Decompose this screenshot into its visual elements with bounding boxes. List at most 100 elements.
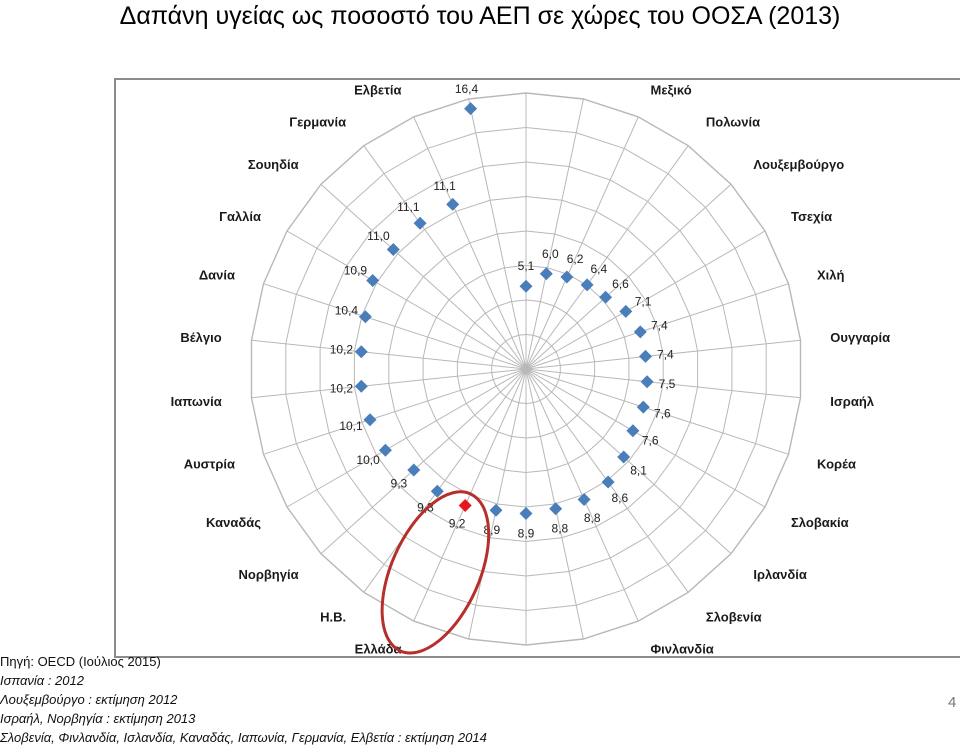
category-label: Ουγγαρία <box>830 330 890 345</box>
grid-spoke <box>286 230 527 370</box>
category-label: Πολωνία <box>706 114 760 129</box>
note-line: Ισραήλ, Νορβηγία : εκτίμηση 2013 <box>0 711 196 726</box>
data-label: 7,5 <box>659 377 676 391</box>
page-number: 4 <box>948 694 957 711</box>
grid-spoke <box>525 116 639 370</box>
category-label: Βέλγιο <box>180 330 221 345</box>
category-label: Χιλή <box>817 267 845 282</box>
category-label: Ισραήλ <box>830 394 874 409</box>
category-label: Γαλλία <box>219 209 261 224</box>
data-label: 9,2 <box>449 517 466 531</box>
category-label: Η.Β. <box>320 610 346 625</box>
data-point <box>386 243 400 256</box>
data-point <box>580 278 594 292</box>
note-line: Ισπανία : 2012 <box>0 673 84 688</box>
category-label: Ελβετία <box>354 83 401 98</box>
data-point <box>633 325 647 339</box>
data-point <box>560 270 574 284</box>
grid-spoke <box>320 183 527 370</box>
data-label: 5,1 <box>518 259 535 273</box>
grid-spoke <box>468 368 527 640</box>
data-point <box>489 503 503 517</box>
data-point <box>519 279 533 293</box>
grid-spoke <box>468 98 527 370</box>
grid-spoke <box>525 145 689 370</box>
radar-chart: ΤουρκίαΕσθονίαΜεξικόΠολωνίαΛουξεμβούργοΤ… <box>114 78 960 658</box>
data-point <box>378 443 392 457</box>
category-label: Δανία <box>199 267 235 282</box>
data-label: 8,8 <box>584 511 601 525</box>
data-point <box>619 304 633 318</box>
data-label: 10,2 <box>330 381 354 395</box>
data-label: 10,2 <box>330 343 354 357</box>
data-point <box>366 274 380 287</box>
grid-spoke <box>263 283 527 370</box>
category-label: Ιαπωνία <box>171 394 222 409</box>
data-point <box>358 310 372 324</box>
data-point <box>413 216 427 230</box>
data-point <box>354 345 368 359</box>
note-line: Σλοβενία, Φινλανδία, Ισλανδία, Καναδάς, … <box>0 730 487 745</box>
data-point <box>549 502 563 516</box>
data-label: 6,2 <box>567 252 584 266</box>
data-point <box>599 290 613 304</box>
data-label: 7,6 <box>654 406 671 420</box>
category-label: Σλοβενία <box>706 610 762 625</box>
grid-spoke <box>413 116 527 370</box>
data-label: 10,4 <box>335 304 359 318</box>
data-label: 10,1 <box>339 419 363 433</box>
data-point <box>354 379 368 393</box>
data-label: 11,0 <box>367 229 390 243</box>
highlight-point <box>458 499 472 512</box>
grid-spoke <box>525 368 801 399</box>
data-label: 10,0 <box>356 453 380 467</box>
slide-title: Δαπάνη υγείας ως ποσοστό του ΑΕΠ σε χώρε… <box>119 2 841 30</box>
data-point <box>577 493 591 506</box>
category-label: Κορέα <box>817 457 856 472</box>
grid-spoke <box>286 368 527 508</box>
data-point <box>464 102 478 116</box>
grid-spoke <box>263 368 527 455</box>
category-label: Γερμανία <box>289 114 346 129</box>
grid-spoke <box>525 183 732 370</box>
data-label: 10,9 <box>344 264 368 278</box>
note-line: Λουξεμβούργο : εκτίμηση 2012 <box>0 692 178 707</box>
data-label: 8,6 <box>611 491 628 505</box>
grid-spoke <box>525 368 766 508</box>
data-point <box>430 484 444 498</box>
data-label: 8,9 <box>518 527 535 541</box>
category-label: Φινλανδία <box>651 642 714 657</box>
data-point <box>539 267 553 281</box>
category-label: Ιρλανδία <box>753 567 806 582</box>
data-label: 7,1 <box>635 294 652 308</box>
grid-spoke <box>525 230 766 370</box>
data-label: 11,1 <box>397 200 420 214</box>
category-label: Νορβηγία <box>239 567 299 582</box>
grid-spoke <box>251 339 527 370</box>
grid-spoke <box>525 283 789 370</box>
data-point <box>640 375 654 389</box>
data-point <box>446 197 460 211</box>
data-label: 6,6 <box>612 277 629 291</box>
grid-spoke <box>320 368 527 555</box>
data-point <box>363 413 377 427</box>
category-label: Σλοβακία <box>791 515 849 530</box>
category-label: Ελλάδα <box>355 642 402 657</box>
category-label: Τσεχία <box>791 209 832 224</box>
data-label: 7,6 <box>642 434 659 448</box>
data-label: 6,0 <box>542 247 559 261</box>
data-label: 7,4 <box>651 319 668 333</box>
data-point <box>636 400 650 414</box>
grid-spoke <box>525 339 801 370</box>
category-label: Σουηδία <box>248 157 299 172</box>
data-label: 8,1 <box>630 463 647 477</box>
data-label: 11,1 <box>433 179 456 193</box>
data-point <box>407 463 421 477</box>
highlight-ellipse <box>380 490 491 655</box>
data-point <box>639 349 652 363</box>
grid-spoke <box>525 368 732 555</box>
data-point <box>626 424 640 438</box>
data-point <box>519 507 533 520</box>
grid-spoke <box>525 368 789 455</box>
data-label: 9,3 <box>391 476 408 490</box>
